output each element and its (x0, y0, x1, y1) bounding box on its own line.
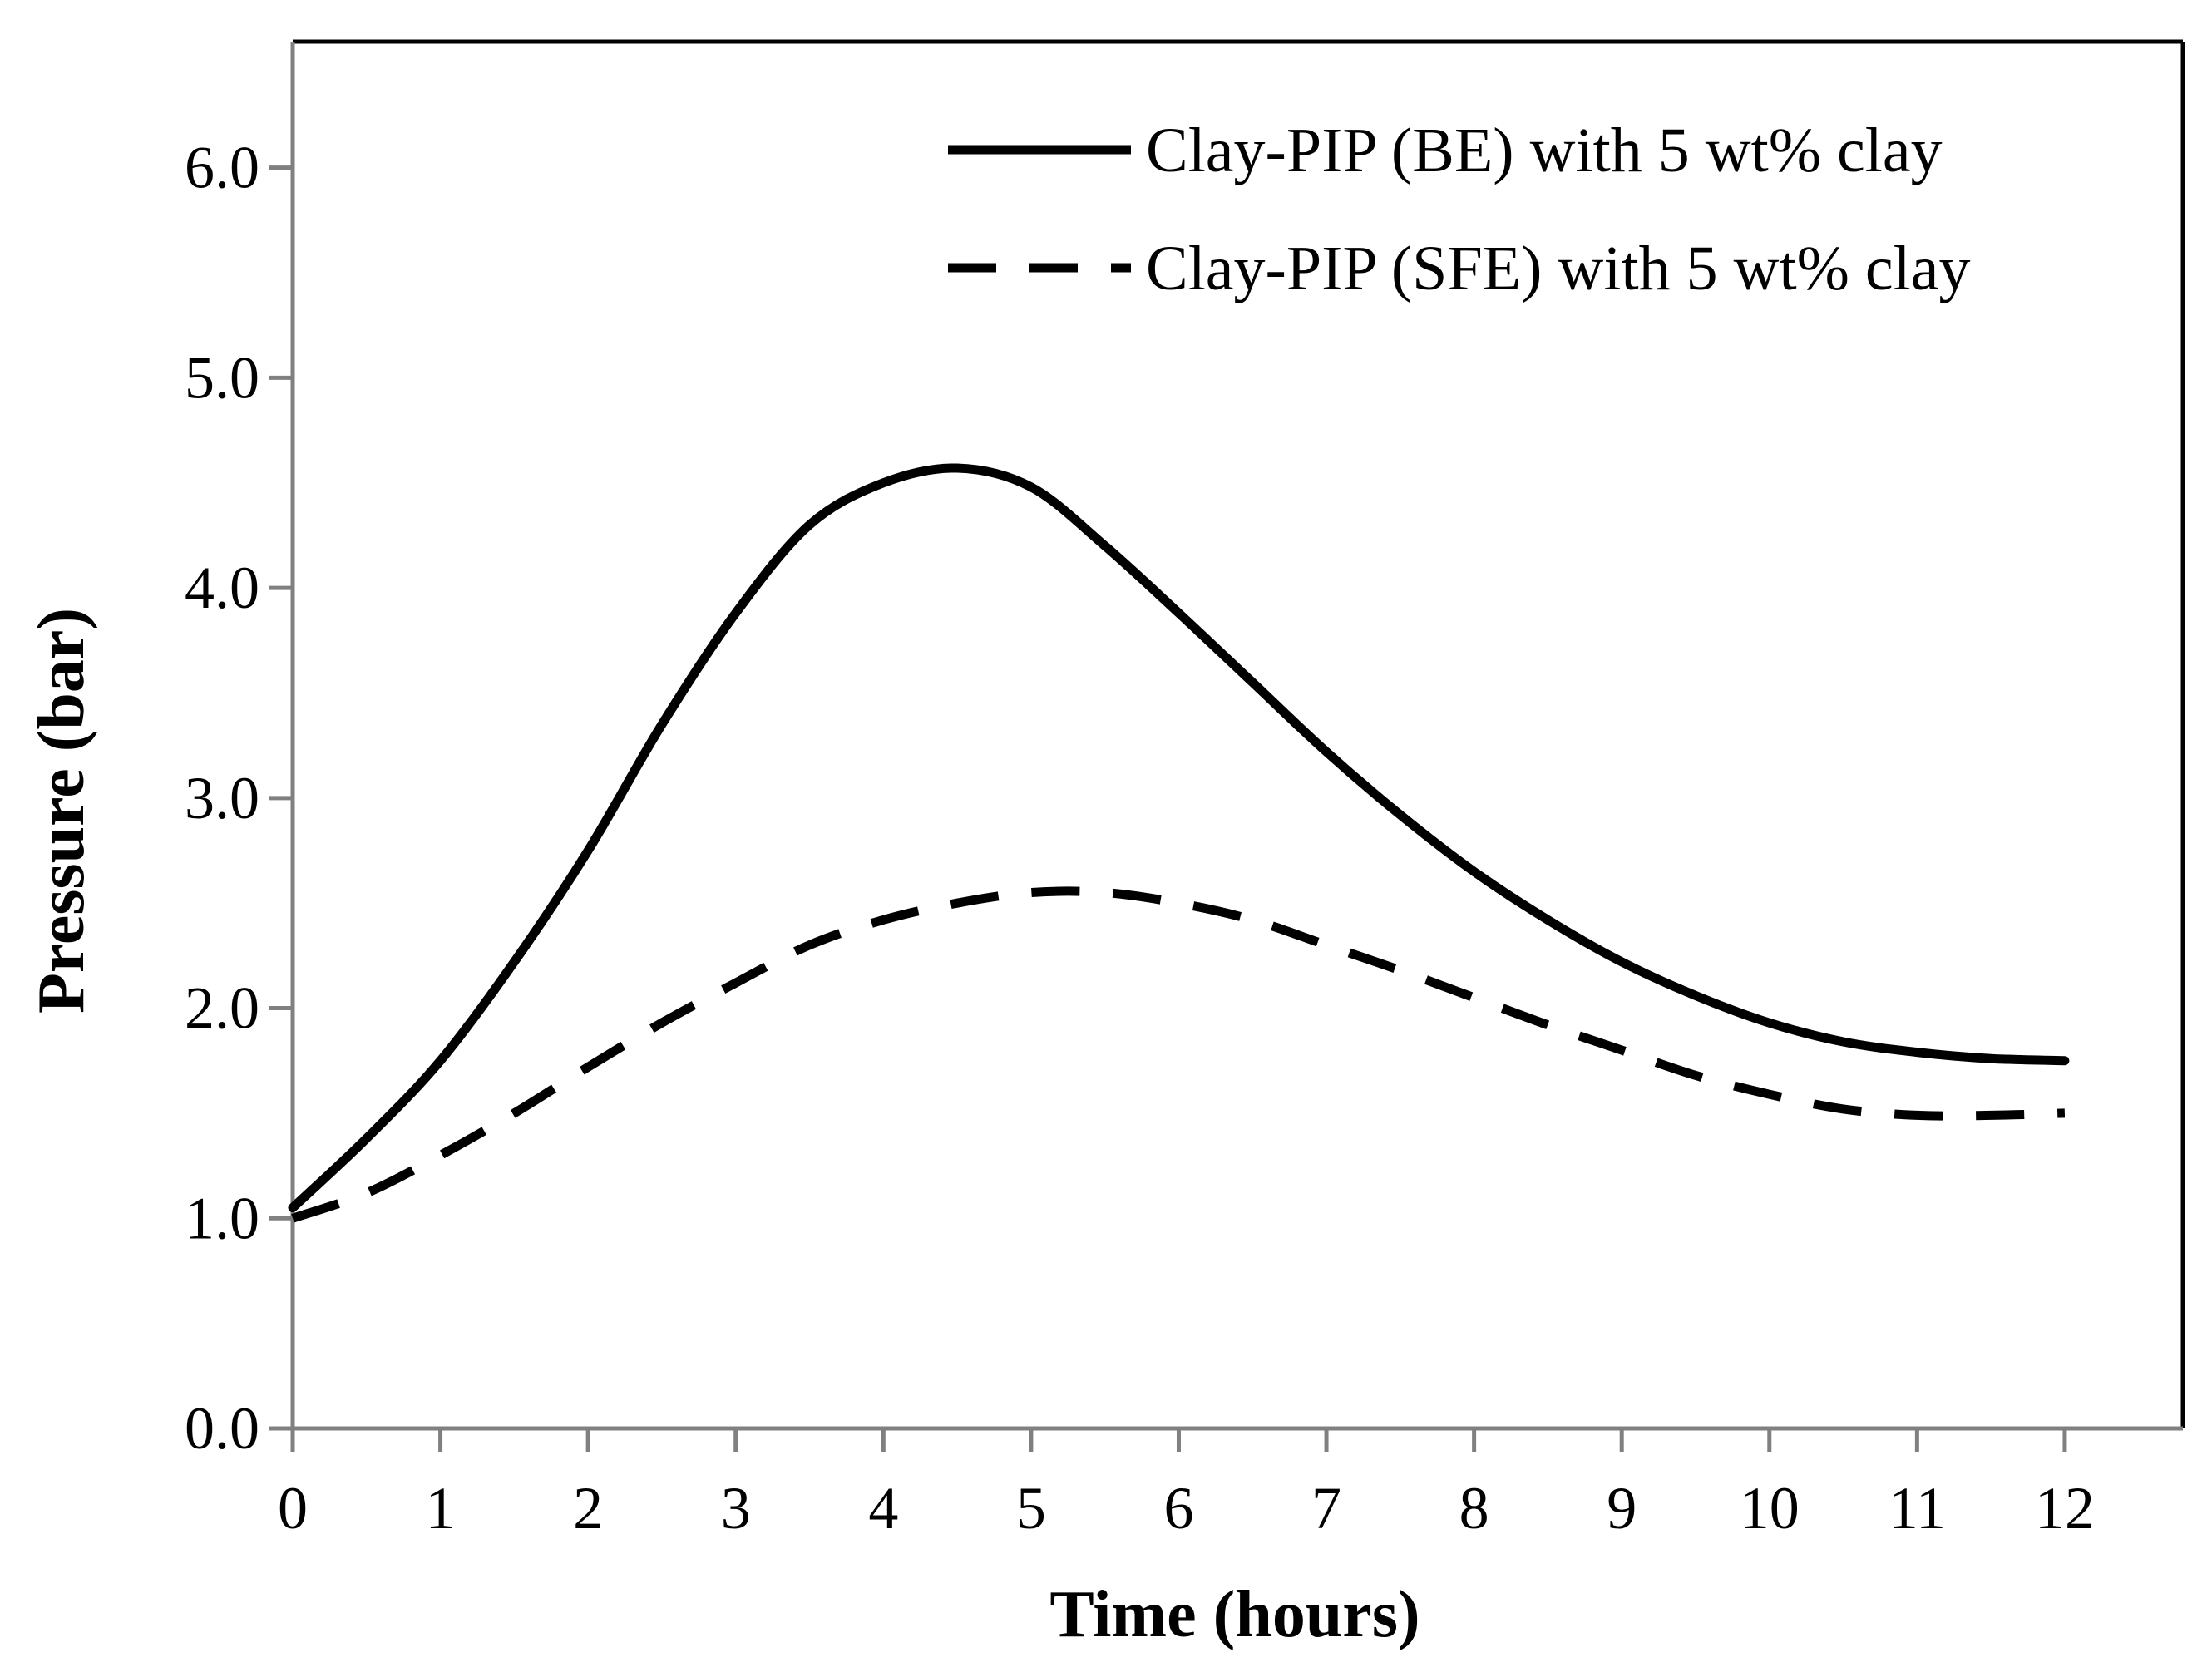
series-2-point (440, 1155, 442, 1157)
series-2-point (1326, 945, 1327, 946)
x-tick-label: 0 (278, 1475, 308, 1541)
series-layer (288, 463, 2070, 1223)
x-tick-label: 3 (721, 1475, 751, 1541)
legend-label-1: Clay-PIP (BE) with 5 wt% clay (1146, 116, 1943, 185)
x-tick-label: 8 (1459, 1475, 1489, 1541)
y-tick-label: 2.0 (185, 975, 259, 1042)
plot-area (293, 39, 2185, 1428)
y-tick-label: 3.0 (185, 765, 259, 831)
y-axis-title: Pressure (bar) (25, 608, 98, 1014)
y-tick-label: 0.0 (185, 1395, 259, 1462)
series-2-point (366, 1192, 368, 1194)
series-2-point (1474, 997, 1475, 999)
series-2-point (1252, 919, 1253, 920)
x-tick-label: 5 (1016, 1475, 1046, 1541)
x-tick-label: 2 (573, 1475, 603, 1541)
series-2-point (1104, 892, 1106, 894)
y-tick-label: 4.0 (185, 555, 259, 621)
legend: Clay-PIP (BE) with 5 wt% clay Clay-PIP (S… (948, 116, 1970, 303)
x-tick-label: 1 (426, 1475, 456, 1541)
x-tick-label: 7 (1311, 1475, 1341, 1541)
x-tick-label: 9 (1607, 1475, 1637, 1541)
x-tick-label: 6 (1163, 1475, 1193, 1541)
x-tick-label: 11 (1889, 1475, 1946, 1541)
y-tick-label: 5.0 (185, 344, 259, 411)
x-tick-label: 10 (1740, 1475, 1800, 1541)
x-tick-label: 12 (2035, 1475, 2095, 1541)
x-axis-title: Time (hours) (1049, 1578, 1420, 1651)
series-line-1 (288, 463, 2070, 1213)
legend-label-2: Clay-PIP (SFE) with 5 wt% clay (1146, 234, 1970, 303)
x-tick-label: 4 (868, 1475, 898, 1541)
axes: 0.01.02.03.04.05.06.00 1 2 3 4 5 6 7 8 9 10 11 12 (185, 42, 2183, 1541)
series-line-2 (291, 886, 2066, 1223)
y-tick-label: 6.0 (185, 135, 259, 201)
series-2-point (1178, 902, 1180, 904)
series-2-point (1400, 969, 1401, 971)
y-tick-label: 1.0 (185, 1185, 259, 1251)
